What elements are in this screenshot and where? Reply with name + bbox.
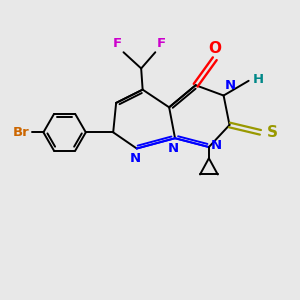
Text: N: N [225, 79, 236, 92]
Text: N: N [210, 139, 221, 152]
Text: S: S [267, 125, 278, 140]
Text: F: F [157, 37, 166, 50]
Text: N: N [168, 142, 179, 155]
Text: O: O [208, 41, 221, 56]
Text: N: N [130, 152, 141, 165]
Text: Br: Br [13, 126, 30, 139]
Text: H: H [253, 73, 264, 86]
Text: F: F [113, 37, 122, 50]
